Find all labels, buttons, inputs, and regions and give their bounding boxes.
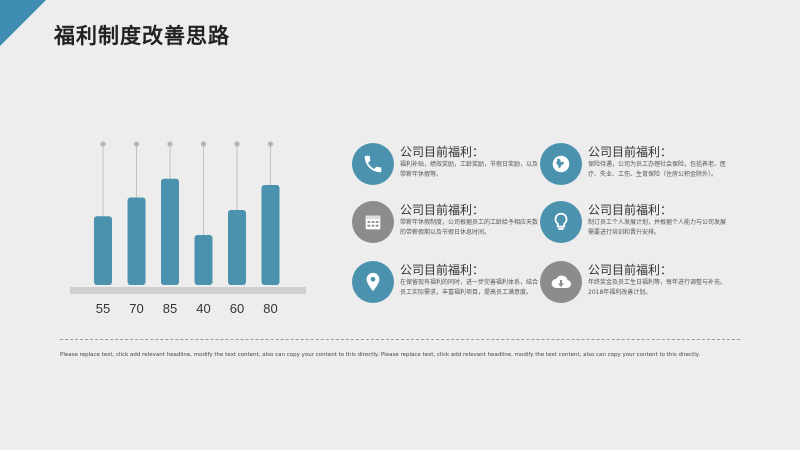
card-heading: 公司目前福利：: [588, 263, 673, 277]
footer-text: Please replace text, click add relevant …: [60, 352, 700, 358]
bar-chart: 55 70 85 40 60 80: [70, 130, 310, 330]
bar-dot: [100, 141, 106, 147]
corner-accent: [0, 0, 46, 46]
bar-value-label: 40: [196, 301, 210, 316]
calendar-icon: [352, 201, 394, 243]
card-heading: 公司目前福利：: [400, 263, 485, 277]
bar-dot: [200, 141, 207, 147]
card-description: 福利补贴，绩效奖励，工龄奖励，节假日奖励，以及带薪年休假等。: [400, 161, 539, 178]
chart-baseline: [70, 287, 306, 294]
card-heading: 公司目前福利：: [400, 203, 485, 217]
bar-dot: [167, 141, 173, 147]
bar-dot: [234, 141, 240, 147]
card-description: 制订员工个人发展计划，并根据个人能力与公司发展需要进行培训和晋升安排。: [588, 219, 727, 236]
card-description: 保险待遇，公司为员工办理社会保险，包括养老、医疗、失业、工伤、生育保险（住房公积…: [588, 161, 727, 178]
bar-value-label: 70: [129, 301, 143, 316]
location-icon: [352, 261, 394, 303]
bar-value-label: 60: [230, 301, 244, 316]
bar-chart-svg: 55 70 85 40 60 80: [70, 141, 306, 316]
card-heading: 公司目前福利：: [588, 145, 673, 159]
card-description: 年终奖金及员工生日福利等，每年进行调整与补充。2018年福利改善计划。: [588, 279, 727, 296]
chart-bar: [161, 178, 179, 285]
card-heading: 公司目前福利：: [400, 145, 485, 159]
card-heading: 公司目前福利：: [588, 203, 673, 217]
cloud-download-icon: [540, 261, 582, 303]
chart-bar: [127, 197, 146, 285]
page-title: 福利制度改善思路: [54, 24, 230, 48]
lightbulb-icon: [540, 201, 582, 243]
chart-bar: [261, 185, 280, 285]
chart-bar: [94, 216, 112, 285]
phone-icon: [352, 143, 394, 185]
bar-dot: [133, 141, 140, 147]
divider: [60, 339, 740, 340]
chart-bar: [228, 210, 246, 285]
chart-bar: [194, 235, 213, 285]
card-description: 带薪年休假制度，公司根据员工的工龄给予相应天数的带薪假期以及节假日休息时间。: [400, 219, 539, 236]
bar-value-label: 80: [263, 301, 277, 316]
bar-dot: [267, 141, 274, 147]
bar-value-label: 55: [96, 301, 110, 316]
globe-icon: [540, 143, 582, 185]
bar-value-label: 85: [163, 301, 177, 316]
card-description: 在保留现有福利的同时，进一步完善福利体系，结合员工实际需求，丰富福利项目，提高员…: [400, 279, 539, 296]
